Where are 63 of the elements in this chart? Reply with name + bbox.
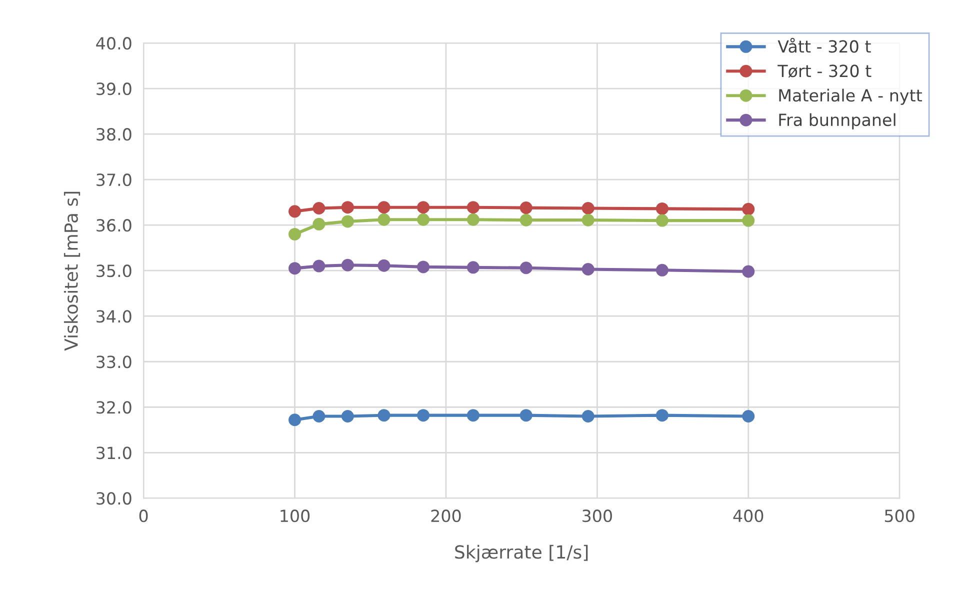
point bbox=[466, 261, 480, 274]
point bbox=[288, 205, 302, 218]
point bbox=[466, 213, 480, 226]
point bbox=[288, 262, 302, 275]
point bbox=[582, 202, 594, 214]
point bbox=[466, 409, 480, 422]
point bbox=[656, 264, 668, 276]
legend-label: Materiale A - nytt bbox=[779, 88, 922, 105]
point bbox=[341, 215, 354, 228]
point bbox=[742, 214, 755, 227]
legend-label: Vått - 320 t bbox=[778, 38, 871, 53]
point bbox=[582, 214, 594, 226]
y-tick-label: 35.0 bbox=[96, 264, 132, 278]
point bbox=[582, 410, 594, 422]
point bbox=[417, 260, 430, 274]
point bbox=[341, 201, 354, 214]
x-tick-label: 500 bbox=[884, 510, 914, 522]
point bbox=[742, 265, 755, 278]
point bbox=[656, 202, 668, 215]
point bbox=[288, 414, 302, 426]
y-tick-label: 34.0 bbox=[96, 310, 132, 323]
point bbox=[288, 228, 302, 240]
y-tick-label: 37.0 bbox=[96, 174, 132, 186]
y-tick-label: 40.0 bbox=[96, 37, 132, 50]
point bbox=[582, 262, 594, 276]
y-axis-title: Viskositet [mPa s] bbox=[64, 192, 80, 351]
point bbox=[417, 201, 430, 214]
legend-label: Fra bunnpanel bbox=[779, 113, 896, 130]
point bbox=[466, 201, 480, 214]
x-tick-label: 100 bbox=[280, 510, 310, 522]
point bbox=[341, 410, 354, 422]
point bbox=[742, 202, 755, 216]
y-tick-label: 33.0 bbox=[96, 356, 132, 368]
y-tick-label: 32.0 bbox=[96, 401, 132, 414]
point bbox=[656, 214, 668, 227]
x-tick-label: 400 bbox=[733, 510, 764, 522]
point bbox=[656, 409, 668, 422]
y-tick-label: 36.0 bbox=[96, 219, 132, 232]
point bbox=[520, 214, 532, 226]
point bbox=[378, 213, 390, 226]
point bbox=[378, 201, 390, 214]
point bbox=[417, 213, 430, 226]
point bbox=[520, 202, 532, 214]
x-axis-title: Skjærrate [1/s] bbox=[455, 544, 588, 562]
point bbox=[312, 202, 326, 214]
point bbox=[341, 258, 354, 272]
point bbox=[520, 409, 532, 422]
x-tick-label: 300 bbox=[582, 510, 612, 522]
point bbox=[417, 409, 430, 422]
point bbox=[378, 409, 390, 422]
point bbox=[312, 260, 326, 272]
point bbox=[312, 218, 326, 230]
point bbox=[378, 259, 390, 272]
legend-label: Tørt - 320 t bbox=[778, 64, 872, 78]
y-tick-label: 38.0 bbox=[96, 128, 132, 141]
point bbox=[742, 410, 755, 422]
x-tick-label: 0 bbox=[139, 510, 148, 522]
point bbox=[312, 410, 326, 422]
y-tick-label: 30.0 bbox=[96, 492, 132, 505]
x-tick-label: 200 bbox=[431, 510, 461, 522]
y-tick-label: 39.0 bbox=[96, 82, 132, 96]
y-tick-label: 31.0 bbox=[96, 446, 132, 460]
point bbox=[520, 262, 532, 274]
